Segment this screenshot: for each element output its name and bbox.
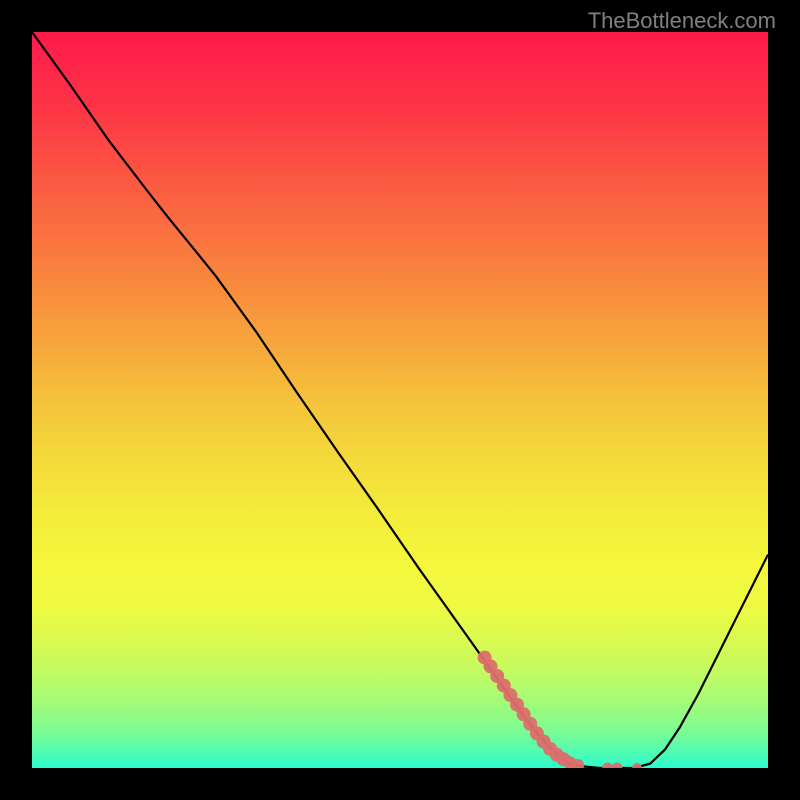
watermark-text: TheBottleneck.com	[588, 8, 776, 34]
gradient-background	[32, 32, 768, 768]
chart-svg	[32, 32, 768, 768]
plot-area	[32, 32, 768, 768]
